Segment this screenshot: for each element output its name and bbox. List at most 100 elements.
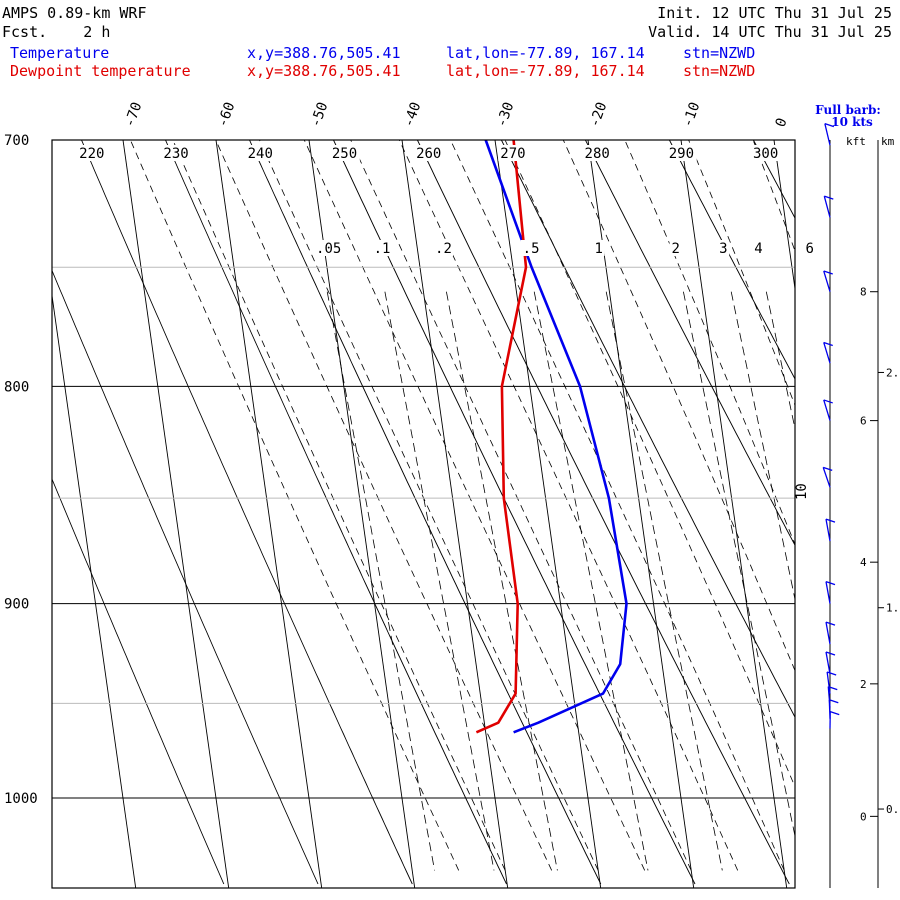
mixing-ratio-line [326, 291, 435, 871]
wind-barb-flag [825, 518, 836, 523]
wind-barb-flag [830, 710, 840, 716]
pressure-tick-label: 900 [4, 597, 29, 613]
wind-barb [823, 195, 834, 218]
pressure-tick-label: 700 [4, 133, 29, 149]
mixing-ratio-label: 1 [594, 241, 602, 257]
wind-barb [825, 518, 836, 542]
moist-adiabat-line [303, 140, 646, 871]
dry-adiabat-line [333, 140, 696, 885]
model-title: AMPS 0.89-km WRF [2, 4, 147, 22]
wind-barb-staff [825, 651, 831, 675]
wind-barb-staff [825, 518, 831, 542]
dry-adiabat-label-bg [77, 145, 108, 161]
mixing-ratio-line [683, 291, 795, 838]
isotherm-line [867, 140, 900, 888]
dry-adiabat-label: 270 [500, 146, 525, 162]
isotherm-line [680, 140, 788, 888]
kft-tick-label: 6 [860, 415, 867, 428]
mixing-ratio-line [384, 291, 495, 871]
km-tick-label: 2. [886, 366, 899, 379]
moist-adiabat-line [624, 140, 795, 546]
wind-barb [829, 710, 840, 729]
wind-barb [824, 122, 835, 146]
isotherm-label: -50 [308, 100, 332, 129]
legend-temp-stn: stn=NZWD [683, 44, 756, 62]
moist-adiabat-line [398, 140, 739, 871]
wind-barb [826, 671, 837, 694]
dry-adiabat-line [416, 140, 790, 885]
mixing-ratio-label: 3 [719, 241, 727, 257]
dry-adiabat-label-bg [750, 145, 781, 161]
isotherm-label: -30 [494, 100, 518, 129]
dry-adiabat-label-bg [245, 145, 276, 161]
mixing-ratio-label: 6 [806, 241, 814, 257]
full-barb-note: Full barb: [815, 103, 881, 117]
mixing-ratio-label-bg [669, 240, 682, 256]
wind-barb [822, 466, 833, 488]
isotherm-line [308, 140, 416, 888]
wind-barb-flag [825, 621, 836, 626]
dry-adiabat-label-bg [329, 145, 360, 161]
dry-adiabat-label: 250 [332, 146, 357, 162]
dry-adiabat-line [500, 140, 795, 719]
dry-adiabat-label: 300 [753, 146, 778, 162]
isotherm-line [494, 140, 602, 888]
km-unit-label: km [881, 135, 895, 148]
wind-barb-staff [824, 123, 831, 146]
mixing-ratio-line [605, 291, 723, 871]
legend-dew-xy: x,y=388.76,505.41 [247, 62, 401, 80]
kft-tick-label: 2 [860, 678, 867, 691]
wind-barb [825, 651, 836, 675]
mixing-ratio-label-bg [592, 240, 605, 256]
moist-adiabat-line [450, 140, 785, 871]
wind-barb-flag [829, 699, 839, 704]
wind-barb [823, 270, 833, 292]
kft-tick-label: 8 [860, 286, 867, 299]
kft-tick-label: 0 [860, 810, 867, 823]
dry-adiabat-label: 240 [248, 146, 273, 162]
mixing-ratio-label-bg [314, 240, 343, 256]
wind-barb-staff [823, 270, 831, 292]
isotherm-label: -70 [122, 100, 146, 129]
dewpoint-profile-line [475, 140, 528, 734]
wind-barb-flag [828, 685, 838, 691]
dry-adiabat-label-bg [161, 145, 192, 161]
wind-barb-staff [823, 399, 831, 421]
wind-barb [823, 399, 833, 421]
dry-adiabat-line [837, 140, 900, 884]
isotherm-line [0, 140, 43, 888]
mixing-ratio-label: 4 [754, 241, 762, 257]
mixing-ratio-line [765, 291, 795, 431]
isotherm-label: -10 [680, 100, 704, 129]
moist-adiabat-line [129, 140, 460, 871]
isotherm-label: -40 [401, 100, 425, 129]
init-time: Init. 12 UTC Thu 31 Jul 25 [657, 4, 892, 22]
pressure-tick-label: 800 [4, 379, 29, 395]
isotherm-line [122, 140, 230, 888]
mixing-ratio-label-bg [717, 240, 730, 256]
moist-adiabat-line [688, 140, 795, 407]
dry-adiabat-label-bg [582, 145, 613, 161]
mixing-ratio-label: .05 [316, 241, 341, 257]
dry-adiabat-label-bg [498, 145, 529, 161]
moist-adiabat-line [172, 140, 506, 871]
wind-barb-flag [823, 399, 833, 404]
legend-temperature: Temperature [10, 44, 110, 62]
wind-barb-staff [826, 671, 831, 694]
dry-adiabat-line [249, 140, 602, 885]
isotherm-line [215, 140, 323, 888]
dry-adiabat-line [669, 140, 795, 380]
isotherm-label: 0 [773, 116, 791, 129]
dry-adiabat-label: 280 [585, 146, 610, 162]
wind-barb [823, 341, 833, 364]
wind-barb-staff [825, 581, 831, 604]
dry-adiabat-line [81, 140, 413, 885]
mixing-ratio-label: .2 [435, 241, 452, 257]
mixing-ratio-label: .5 [523, 241, 540, 257]
wind-barb-staff [822, 467, 831, 488]
mixing-ratio-label-bg [752, 240, 765, 256]
legend-dew-stn: stn=NZWD [683, 62, 756, 80]
mixing-ratio-line [730, 291, 795, 602]
moist-adiabat-line [562, 140, 795, 672]
